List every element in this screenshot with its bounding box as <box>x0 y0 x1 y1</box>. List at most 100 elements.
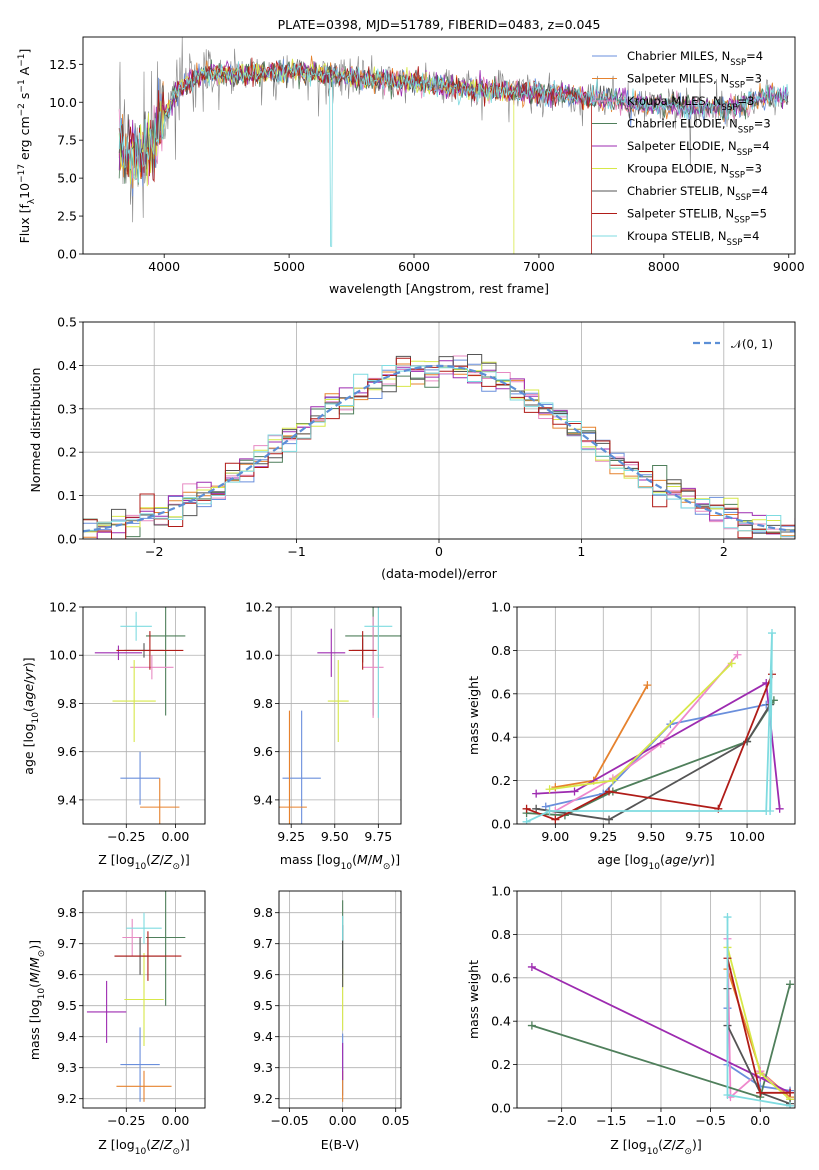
plot-area <box>527 913 795 1108</box>
y-tick-label: 10.2 <box>245 600 273 615</box>
y-tick-label: 7.5 <box>57 133 77 148</box>
label-part: −1 <box>17 54 27 67</box>
label-part: / <box>27 967 42 972</box>
label-part: Z [log <box>98 852 134 867</box>
label-part: ( <box>660 852 665 867</box>
x-tick-label: 0 <box>435 544 443 559</box>
legend-tail: =4 <box>753 139 770 153</box>
legend-tail: =4 <box>746 49 763 63</box>
legend-text: Chabrier ELODIE, N <box>627 117 738 131</box>
y-tick-label: 9.4 <box>253 792 273 807</box>
legend-tail: =3 <box>737 94 754 108</box>
data-point-marker <box>756 1069 765 1078</box>
label-part: ( <box>27 983 42 988</box>
x-axis-label: Z [log10(Z/Z⊙)] <box>98 1137 190 1157</box>
data-point-marker <box>786 980 795 989</box>
legend-entry-9: Kroupa STELIB, NSSP=4 <box>627 229 759 248</box>
label-part: −1 <box>17 79 27 92</box>
x-tick-label: 7000 <box>523 259 555 274</box>
y-tick-label: 10.2 <box>49 600 77 615</box>
x-tick-label: 9.50 <box>637 829 665 844</box>
x-tick-label: 8000 <box>648 259 680 274</box>
data-point-marker <box>605 815 614 824</box>
data-point-marker <box>545 785 554 794</box>
label-part: age <box>21 684 36 708</box>
data-point-marker <box>522 804 531 813</box>
y-tick-label: 9.8 <box>253 696 273 711</box>
data-point-marker <box>786 1101 795 1108</box>
legend-sub: SSP <box>727 238 743 248</box>
label-part: A <box>17 66 32 79</box>
label-part: )] <box>180 1137 190 1152</box>
y-tick-label: 0.6 <box>491 970 511 985</box>
plot-area <box>94 607 186 824</box>
legend-sub: SSP <box>737 148 753 158</box>
legend-sub: SSP <box>738 126 754 136</box>
x-tick-label: −1 <box>287 544 305 559</box>
legend-sub: SSP <box>735 193 751 203</box>
legend-sub: SSP <box>734 216 750 226</box>
x-tick-label: 0.00 <box>329 1113 357 1128</box>
label-part: M <box>27 972 42 983</box>
data-point-marker <box>541 802 550 811</box>
data-point-marker <box>570 787 579 796</box>
x-axis-label: wavelength [Angstrom, rest frame] <box>329 281 549 296</box>
label-part: 10 <box>341 862 353 872</box>
y-tick-label: 5.0 <box>57 171 77 186</box>
data-point-marker <box>767 629 776 638</box>
label-part: mass [log <box>27 999 42 1060</box>
data-point-marker <box>527 962 536 971</box>
legend-text: Chabrier STELIB, N <box>627 184 735 198</box>
label-part: 10 <box>17 183 32 199</box>
legend-tail: =3 <box>745 162 762 176</box>
legend-text: Kroupa STELIB, N <box>627 229 727 243</box>
label-part: ( <box>21 707 36 712</box>
label-part: s <box>17 93 32 104</box>
data-point-marker <box>551 815 560 824</box>
label-part: ⊙ <box>172 862 180 872</box>
y-axis-label: Normed distribution <box>28 368 43 493</box>
mass-weight-line-2 <box>555 684 649 788</box>
label-part: ] <box>17 49 32 54</box>
label-part: 10 <box>135 1147 147 1157</box>
label-part: Z <box>150 852 160 867</box>
age-vs-Z-axes: −0.25 0.009.49.69.810.010.2Z [log10(Z/Z⊙)… <box>21 600 206 872</box>
data-point-marker <box>723 913 732 922</box>
legend-entry-2: Salpeter MILES, NSSP=3 <box>627 72 762 91</box>
label-part: / <box>368 852 373 867</box>
label-part: ⊙ <box>383 862 391 872</box>
mass-weight-line-9 <box>526 632 773 823</box>
legend-sub: SSP <box>730 58 746 68</box>
y-axis-label: Flux [fλ10−17 erg cm−2 s−1 A−1] <box>17 49 37 244</box>
model-spectrum-line-9 <box>118 61 789 247</box>
legend-text: Kroupa MILES, N <box>627 94 722 108</box>
y-tick-label: 1.0 <box>491 884 511 899</box>
label-part: Z [log <box>610 1137 646 1152</box>
data-point-marker <box>723 1090 732 1099</box>
label-part: mass [log <box>280 852 341 867</box>
spectrum-axes: 4000 5000 6000 7000 8000 9000 0.0 2.5 5.0 7.5 10.0… <box>17 17 805 296</box>
axes-frame <box>82 890 206 1109</box>
legend-entry-6: Kroupa ELODIE, NSSP=3 <box>627 162 762 181</box>
data-point-marker <box>527 1021 536 1030</box>
y-tick-label: 0.4 <box>57 358 77 373</box>
label-part: / <box>21 679 36 684</box>
legend-text: Salpeter MILES, N <box>627 72 729 86</box>
x-tick-label: −0.25 <box>107 1113 145 1128</box>
plot-area <box>86 891 186 1102</box>
legend-sub: SSP <box>722 103 738 113</box>
mass-weight-vs-age-axes: 9.00 9.25 9.50 9.75 10.00 0.0 0.2 0.4 0.6 0.8 1.0 m… <box>466 600 796 872</box>
y-axis-label: mass weight <box>466 676 481 755</box>
label-part: yr <box>21 666 36 680</box>
y-tick-label: 0.1 <box>57 488 77 503</box>
x-tick-label: 0.05 <box>382 1113 410 1128</box>
label-part: age [log <box>597 852 648 867</box>
y-tick-label: 9.7 <box>57 936 77 951</box>
legend-tail: =4 <box>751 184 768 198</box>
data-point-marker <box>532 789 541 798</box>
y-tick-label: 0.2 <box>491 1057 511 1072</box>
x-tick-label: 5000 <box>273 259 305 274</box>
label-part: Z <box>662 1137 672 1152</box>
legend-text: Kroupa ELODIE, N <box>627 162 729 176</box>
data-point-marker <box>766 806 775 815</box>
